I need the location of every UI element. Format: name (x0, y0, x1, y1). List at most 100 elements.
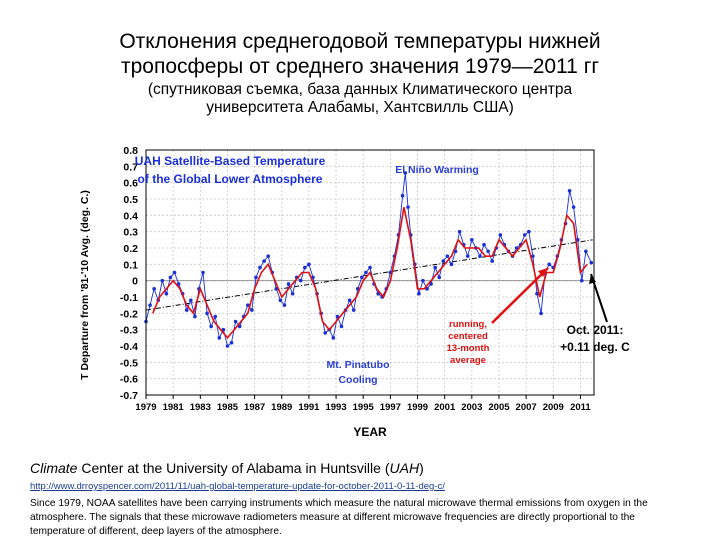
monthly-point (307, 262, 311, 267)
monthly-point (168, 275, 173, 280)
y-tick-label: -0.6 (120, 374, 138, 386)
page-title-line1: Отклонения среднегодовой температуры ниж… (119, 30, 601, 53)
chart-title-line1: UAH Satellite-Based Temperature (135, 154, 326, 168)
monthly-point (209, 324, 213, 329)
annotation-running-line4: average (450, 355, 486, 366)
y-tick-label: 0.5 (123, 194, 138, 206)
x-tick-label: 1997 (380, 402, 401, 413)
monthly-point (429, 282, 433, 286)
monthly-point (152, 287, 156, 291)
x-tick-label: 2007 (516, 402, 537, 413)
monthly-point (225, 344, 230, 348)
monthly-point (400, 193, 405, 198)
monthly-point (205, 311, 209, 316)
chart-title-line2: of the Global Lower Atmosphere (138, 172, 323, 186)
monthly-point (571, 205, 576, 209)
monthly-point (406, 205, 410, 209)
monthly-point (421, 278, 425, 283)
x-tick-label: 1999 (407, 402, 428, 413)
monthly-point (176, 282, 181, 286)
y-tick-label: 0.1 (123, 259, 138, 271)
annotation-oct-line2: +0.11 deg. C (560, 340, 630, 354)
x-tick-label: 1987 (244, 402, 265, 413)
annotation-running-arrowhead (538, 268, 548, 277)
annotation-oct-line1: Oct. 2011: (567, 323, 624, 337)
annotation-running-line2: centered (448, 331, 488, 342)
monthly-point (164, 291, 169, 296)
plot-frame (145, 149, 595, 396)
monthly-point (490, 259, 494, 263)
monthly-point (457, 229, 462, 234)
x-axis-label: YEAR (353, 425, 387, 439)
monthly-point (250, 308, 254, 312)
annotation-oct-arrowhead (589, 274, 596, 284)
source-link[interactable]: http://www.drroyspencer.com/2011/11/uah-… (30, 481, 445, 492)
monthly-point (437, 275, 442, 280)
monthly-point (579, 278, 584, 283)
monthly-point (335, 314, 340, 319)
x-tick-label: 1995 (353, 402, 375, 413)
chart-trend-layer (145, 239, 593, 311)
page-subtitle-line2: университета Алабамы, Хантсвилль США) (206, 99, 514, 116)
y-tick-label: 0.7 (123, 161, 138, 173)
monthly-point (575, 238, 580, 242)
x-tick-label: 1989 (271, 402, 292, 413)
y-tick-label: 0 (132, 276, 138, 288)
y-tick-label: 0.4 (123, 210, 138, 222)
monthly-point (539, 311, 543, 316)
x-tick-label: 1981 (163, 402, 185, 413)
annotation-pinatubo-line1: Mt. Pinatubo (327, 359, 390, 371)
monthly-point (254, 275, 258, 280)
monthly-point (522, 233, 527, 237)
annotation-running-line3: 13-month (447, 343, 490, 354)
monthly-point (246, 303, 250, 307)
monthly-point (441, 259, 446, 263)
monthly-point (425, 287, 429, 291)
x-tick-label: 2003 (461, 402, 482, 413)
monthly-point (486, 249, 490, 254)
monthly-point (331, 336, 336, 340)
monthly-point (323, 331, 327, 335)
y-tick-label: -0.5 (120, 357, 138, 369)
monthly-point (535, 291, 539, 296)
monthly-point (403, 171, 408, 175)
page-subtitle-line1: (спутниковая съемка, база данных Климати… (147, 81, 573, 98)
monthly-point (376, 291, 380, 296)
caption-source: Climate Center at the University of Alab… (30, 460, 695, 476)
monthly-point (278, 298, 283, 303)
temperature-chart: 0.8 0.7 0.6 0.5 0.4 0.3 0.2 0.1 0 -0.1 -0.2 -0.3 -0.… (80, 145, 630, 439)
monthly-point (282, 303, 287, 307)
monthly-point (433, 265, 437, 270)
monthly-point (449, 262, 454, 267)
monthly-point (589, 260, 594, 265)
monthly-point (498, 233, 503, 237)
monthly-point (351, 308, 356, 312)
page-title-line2: тропосферы от среднего значения 1979—201… (120, 55, 600, 78)
caption-description: Since 1979, NOAA satellites have been ca… (30, 498, 648, 537)
running-average-line (152, 207, 588, 340)
monthly-point (258, 265, 262, 270)
monthly-point (470, 238, 474, 242)
y-tick-label: -0.3 (120, 325, 138, 337)
y-tick-label: -0.4 (120, 341, 138, 353)
caption-part2: Center at the University of Alabama in H… (77, 460, 390, 476)
monthly-point (184, 308, 189, 312)
annotation-running-line1: running, (449, 319, 487, 330)
monthly-point (339, 324, 344, 329)
monthly-point (547, 262, 551, 267)
monthly-point (286, 282, 291, 286)
monthly-point (148, 303, 152, 307)
x-tick-label: 2009 (543, 402, 564, 413)
trend-line (145, 239, 593, 311)
y-tick-label: -0.2 (120, 308, 138, 320)
monthly-point (364, 270, 368, 275)
x-tick-label: 2011 (570, 402, 591, 413)
chart-axes: 0.8 0.7 0.6 0.5 0.4 0.3 0.2 0.1 0 -0.1 -0.2 -0.3 -0.… (120, 145, 595, 413)
y-axis-label: T Departure from '81-'10 Avg. (deg. C.) (80, 190, 91, 380)
monthly-point (360, 275, 364, 280)
monthly-point (445, 254, 450, 258)
monthly-point (584, 249, 588, 254)
x-tick-label: 1983 (190, 402, 211, 413)
x-tick-label: 1993 (325, 402, 346, 413)
monthly-point (531, 254, 535, 258)
